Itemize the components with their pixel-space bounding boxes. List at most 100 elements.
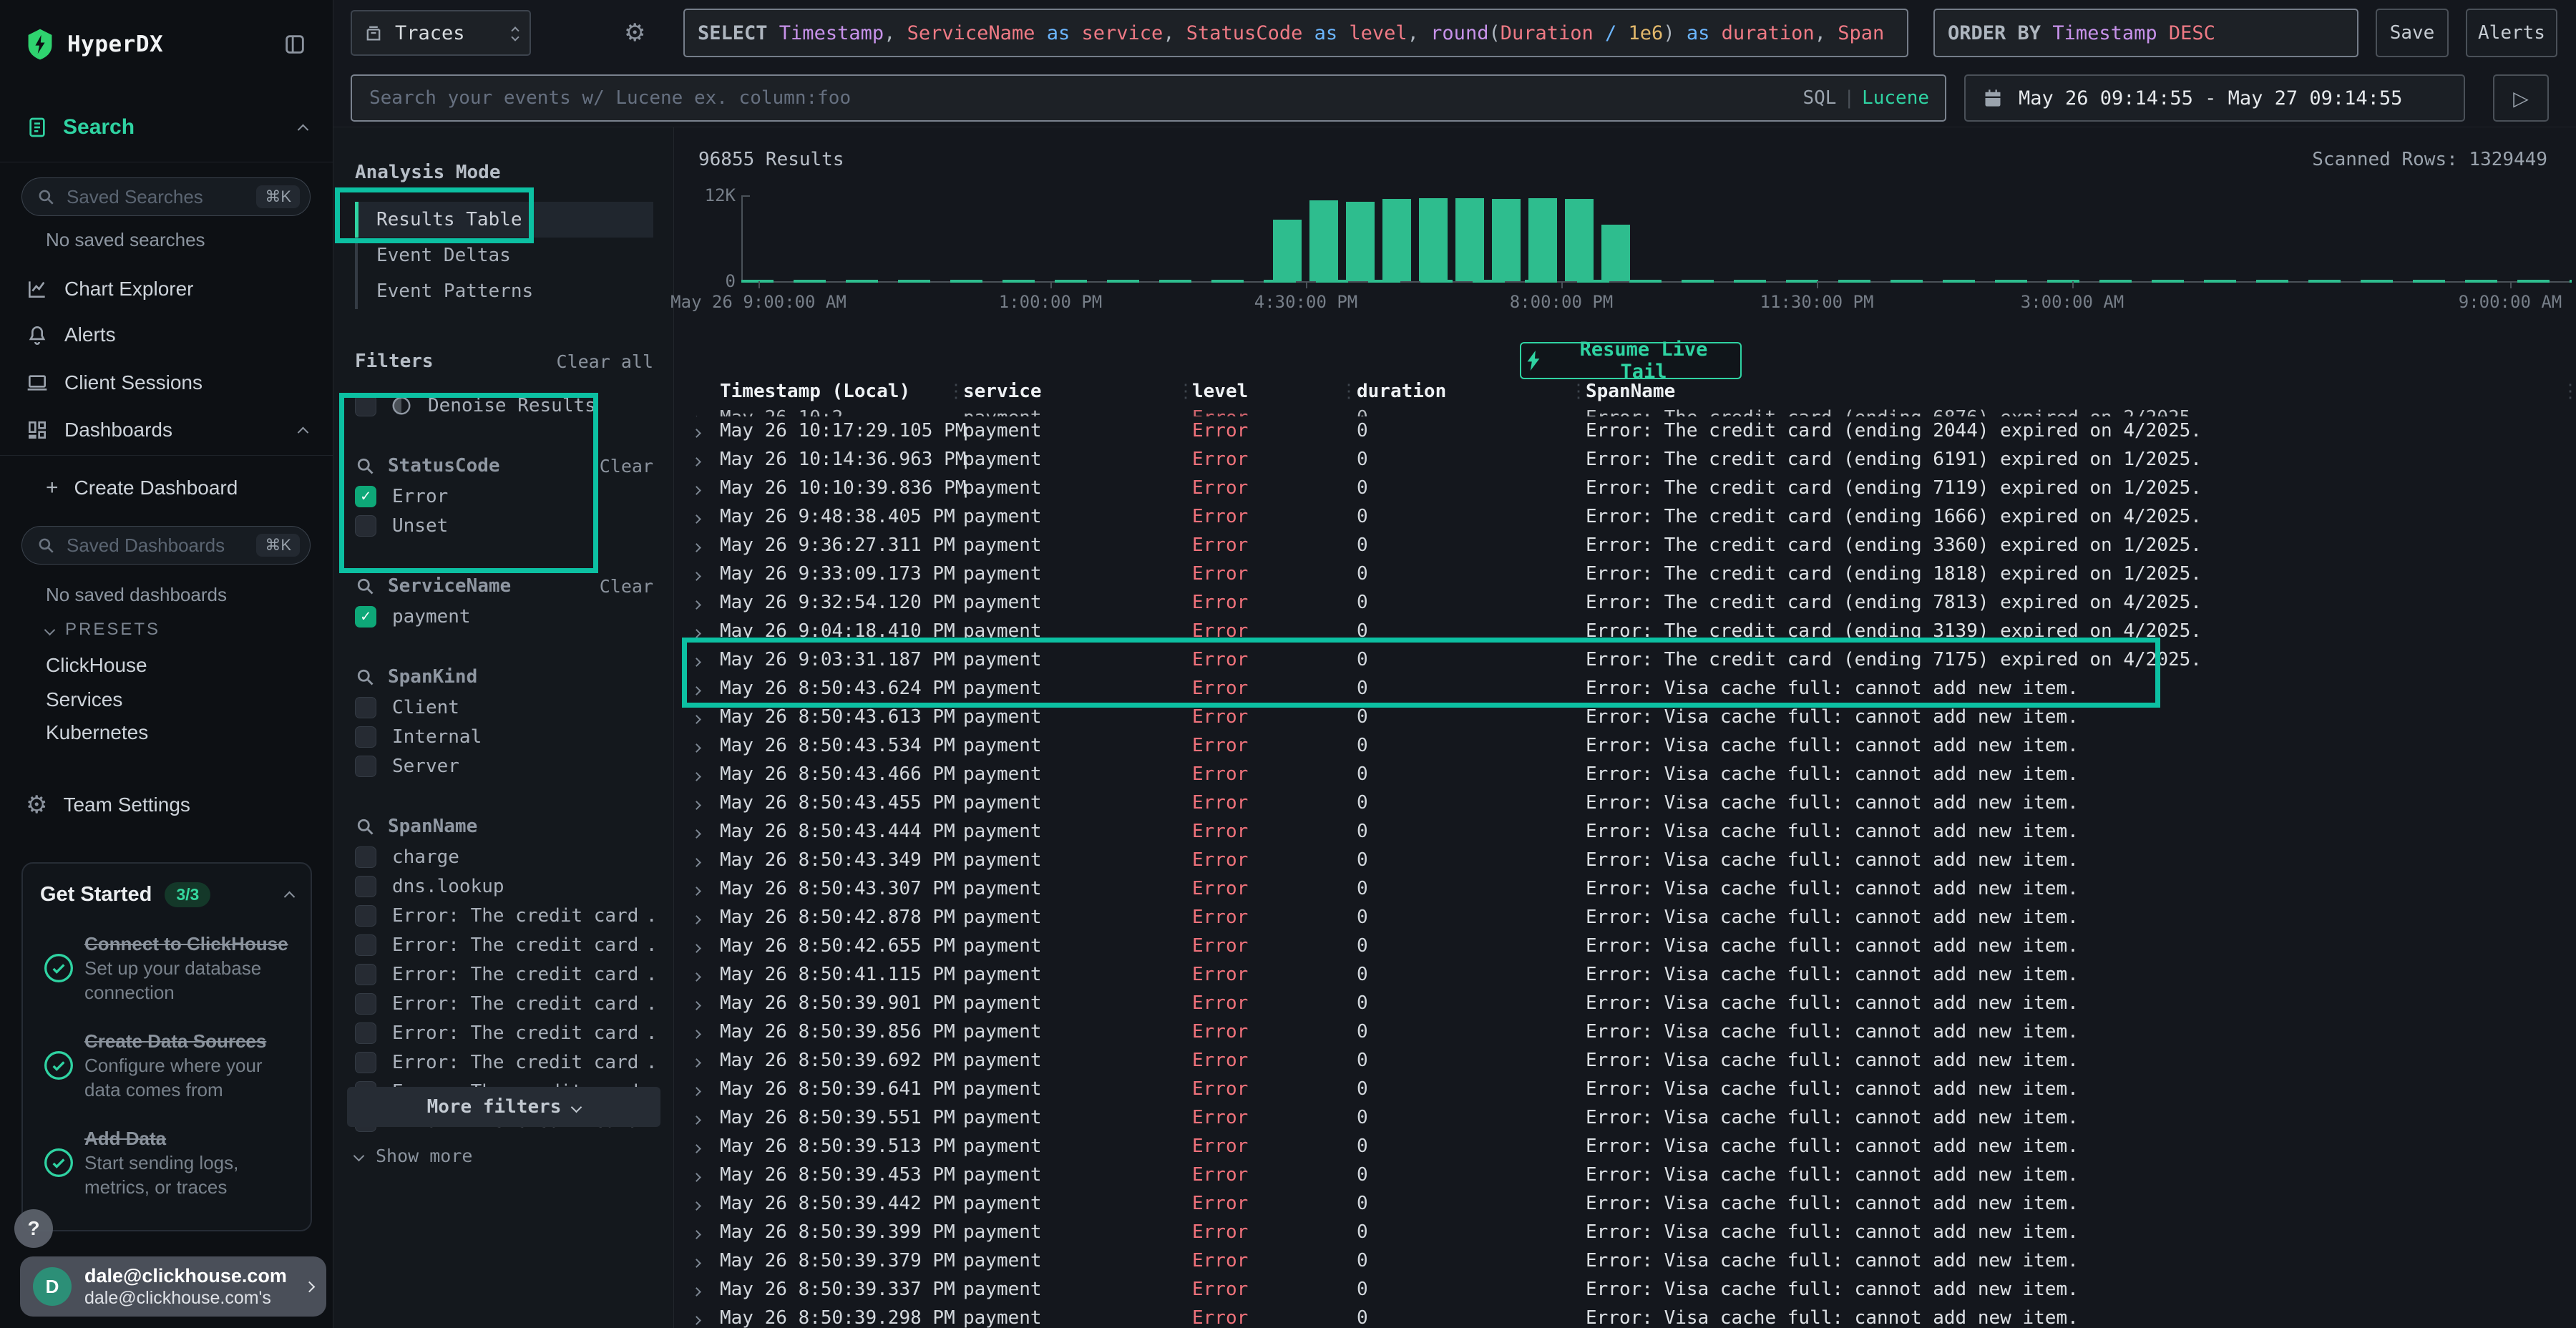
table-row[interactable]: May 26 8:50:43.455 PMpaymentError0Error:… (674, 788, 2576, 817)
table-row[interactable]: May 26 8:50:39.453 PMpaymentError0Error:… (674, 1161, 2576, 1189)
row-expand-chevron-icon[interactable] (693, 531, 700, 560)
row-expand-chevron-icon[interactable] (693, 817, 700, 846)
histogram-bar[interactable] (1492, 199, 1521, 281)
row-expand-chevron-icon[interactable] (693, 416, 700, 445)
table-row[interactable]: May 26 8:50:43.624 PMpaymentError0Error:… (674, 674, 2576, 703)
filter-checkbox-checked[interactable]: ✓ (355, 606, 376, 628)
get-started-header[interactable]: Get Started 3/3 (40, 882, 293, 907)
row-expand-chevron-icon[interactable] (693, 1132, 700, 1161)
filter-option-label[interactable]: payment (392, 606, 471, 628)
table-row[interactable]: May 26 10:17:29.105 PMpaymentError0Error… (674, 416, 2576, 445)
table-row[interactable]: May 26 8:50:39.551 PMpaymentError0Error:… (674, 1103, 2576, 1132)
sidebar-item-kubernetes[interactable]: Kubernetes (46, 721, 148, 744)
row-expand-chevron-icon[interactable] (693, 445, 700, 474)
table-row[interactable]: May 26 8:50:39.442 PMpaymentError0Error:… (674, 1189, 2576, 1218)
filter-option-label[interactable]: charge (392, 846, 459, 868)
table-row[interactable]: May 26 8:50:43.534 PMpaymentError0Error:… (674, 731, 2576, 760)
column-grip-icon[interactable]: ⋮ (1340, 379, 1358, 404)
filter-option-label[interactable]: Unset (392, 515, 448, 537)
sql-mode-option[interactable]: SQL (1802, 87, 1836, 109)
denoise-label[interactable]: Denoise Results (428, 395, 596, 416)
filter-clear-button[interactable]: Clear (600, 576, 653, 597)
save-button[interactable]: Save (2376, 9, 2449, 57)
sidebar-section-search[interactable]: Search (0, 107, 333, 147)
filter-checkbox[interactable] (355, 993, 376, 1015)
sidebar-item-dashboards[interactable]: Dashboards (0, 409, 333, 451)
row-expand-chevron-icon[interactable] (693, 932, 700, 960)
table-row[interactable]: May 26 9:33:09.173 PMpaymentError0Error:… (674, 560, 2576, 588)
filter-option-label[interactable]: Server (392, 756, 459, 777)
histogram-bar[interactable] (1455, 198, 1484, 281)
row-expand-chevron-icon[interactable] (693, 1304, 700, 1328)
histogram-bar[interactable] (1528, 198, 1557, 281)
source-select[interactable]: Traces (351, 10, 531, 56)
sidebar-collapse-icon[interactable] (283, 32, 307, 57)
filter-option-label[interactable]: Error: The credit card … (392, 1052, 653, 1073)
table-row[interactable]: May 26 8:50:39.379 PMpaymentError0Error:… (674, 1246, 2576, 1275)
filter-checkbox[interactable] (355, 1052, 376, 1073)
row-expand-chevron-icon[interactable] (693, 1103, 700, 1132)
presets-toggle[interactable]: PRESETS (46, 620, 160, 640)
more-filters-button[interactable]: More filters (347, 1087, 660, 1127)
lucene-mode-option[interactable]: Lucene (1862, 87, 1929, 109)
analysis-mode-results-table[interactable]: Results Table (358, 202, 653, 238)
table-row[interactable]: May 26 9:36:27.311 PMpaymentError0Error:… (674, 531, 2576, 560)
row-expand-chevron-icon[interactable] (693, 989, 700, 1017)
column-grip-icon[interactable]: ⋮ (1569, 379, 1588, 404)
table-row[interactable]: May 26 9:04:18.410 PMpaymentError0Error:… (674, 617, 2576, 645)
table-row[interactable]: May 26 8:50:39.901 PMpaymentError0Error:… (674, 989, 2576, 1017)
table-row[interactable]: May 26 10:2…paymentError0Error: The cred… (674, 404, 2576, 416)
row-expand-chevron-icon[interactable] (693, 903, 700, 932)
run-query-button[interactable]: ▷ (2493, 74, 2549, 122)
filter-clear-button[interactable]: Clear (600, 456, 653, 477)
filter-checkbox[interactable] (355, 876, 376, 897)
order-by-editor[interactable]: ORDER BY Timestamp DESC (1933, 9, 2358, 57)
saved-dashboards-input[interactable]: ⌘K (21, 526, 311, 565)
sql-select-editor[interactable]: SELECT Timestamp, ServiceName as service… (683, 9, 1908, 57)
table-row[interactable]: May 26 8:50:39.692 PMpaymentError0Error:… (674, 1046, 2576, 1075)
row-expand-chevron-icon[interactable] (693, 1161, 700, 1189)
row-expand-chevron-icon[interactable] (693, 502, 700, 531)
row-expand-chevron-icon[interactable] (693, 1275, 700, 1304)
row-expand-chevron-icon[interactable] (693, 874, 700, 903)
table-row[interactable]: May 26 8:50:42.878 PMpaymentError0Error:… (674, 903, 2576, 932)
row-expand-chevron-icon[interactable] (693, 617, 700, 645)
source-settings-gear-icon[interactable]: ⚙ (624, 19, 645, 47)
filter-checkbox-checked[interactable]: ✓ (355, 486, 376, 507)
help-button[interactable]: ? (14, 1209, 53, 1248)
row-expand-chevron-icon[interactable] (693, 846, 700, 874)
table-row-partial[interactable]: May 26 10:2…paymentError0Error: The cred… (674, 404, 2576, 416)
sidebar-item-services[interactable]: Services (46, 688, 122, 711)
table-row[interactable]: May 26 8:50:41.115 PMpaymentError0Error:… (674, 960, 2576, 989)
time-range-picker[interactable]: May 26 09:14:55 - May 27 09:14:55 (1964, 74, 2465, 122)
analysis-mode-event-patterns[interactable]: Event Patterns (358, 273, 653, 309)
table-row[interactable]: May 26 9:48:38.405 PMpaymentError0Error:… (674, 502, 2576, 531)
filter-checkbox[interactable] (355, 905, 376, 927)
row-expand-chevron-icon[interactable] (693, 1218, 700, 1246)
resume-live-tail-button[interactable]: Resume Live Tail (1520, 342, 1742, 379)
histogram-bar[interactable] (1565, 199, 1594, 281)
row-expand-chevron-icon[interactable] (693, 645, 700, 674)
histogram-bar[interactable] (1419, 198, 1448, 281)
histogram-bar[interactable] (1273, 220, 1302, 281)
table-row[interactable]: May 26 10:10:39.836 PMpaymentError0Error… (674, 474, 2576, 502)
row-expand-chevron-icon[interactable] (693, 1246, 700, 1275)
event-search-field[interactable] (368, 87, 1791, 109)
histogram-bar[interactable] (1346, 202, 1375, 281)
row-expand-chevron-icon[interactable] (693, 960, 700, 989)
sidebar-item-alerts[interactable]: Alerts (0, 313, 333, 356)
create-dashboard-button[interactable]: + Create Dashboard (0, 467, 333, 509)
column-header-level[interactable]: level (1192, 379, 1248, 404)
saved-dashboards-field[interactable] (65, 534, 256, 557)
table-row[interactable]: May 26 8:50:42.655 PMpaymentError0Error:… (674, 932, 2576, 960)
table-row[interactable]: May 26 8:50:39.399 PMpaymentError0Error:… (674, 1218, 2576, 1246)
row-expand-chevron-icon[interactable] (693, 588, 700, 617)
histogram-bar[interactable] (1601, 225, 1630, 281)
row-expand-chevron-icon[interactable] (693, 760, 700, 788)
get-started-item[interactable]: Connect to ClickHouseSet up your databas… (40, 932, 293, 1005)
table-row[interactable]: May 26 8:50:43.307 PMpaymentError0Error:… (674, 874, 2576, 903)
saved-searches-input[interactable]: ⌘K (21, 177, 311, 216)
filter-checkbox[interactable] (355, 726, 376, 748)
alerts-button[interactable]: Alerts (2466, 9, 2557, 57)
sidebar-item-client-sessions[interactable]: Client Sessions (0, 361, 333, 404)
